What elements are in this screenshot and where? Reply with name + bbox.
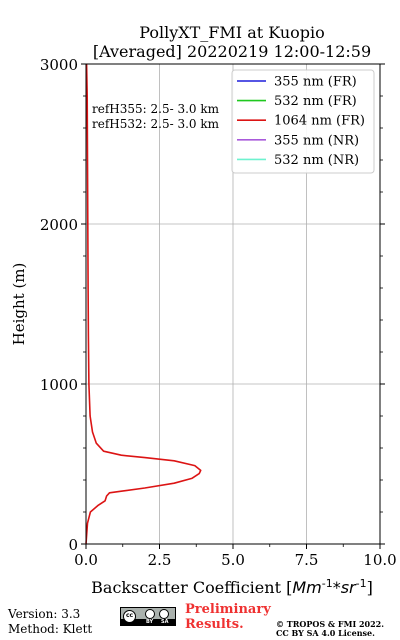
x-axis-label: Backscatter Coefficient [Mm-1*sr-1] xyxy=(91,577,373,598)
x-tick-label: 0.0 xyxy=(74,551,98,569)
cc-icon: cc xyxy=(123,610,136,623)
sa-icon xyxy=(159,609,169,619)
annotation-refh355: refH355: 2.5- 3.0 km xyxy=(92,102,220,116)
chart-title-line2: [Averaged] 20220219 12:00-12:59 xyxy=(93,42,371,61)
series-line-2 xyxy=(85,63,202,545)
legend-box xyxy=(231,69,375,174)
cc-license-badge: cc BY SA xyxy=(120,607,176,626)
copyright-line1: © TROPOS & FMI 2022. xyxy=(276,619,385,629)
legend-label: 532 nm (NR) xyxy=(274,153,359,168)
preliminary-line2: Results. xyxy=(185,617,244,632)
legend-label: 1064 nm (FR) xyxy=(274,114,365,129)
x-tick-label: 10.0 xyxy=(363,551,396,569)
method-text: Method: Klett xyxy=(8,622,93,636)
plot-frame xyxy=(85,63,381,545)
version-text: Version: 3.3 xyxy=(8,607,81,621)
by-icon xyxy=(145,609,155,619)
y-tick-label: 2000 xyxy=(40,216,78,234)
preliminary-line1: Preliminary xyxy=(185,602,271,617)
y-axis-label: Height (m) xyxy=(10,263,28,346)
preliminary-notice: Preliminary Results. xyxy=(185,602,271,632)
axis-ticks: 0.0 2.5 5.0 7.5 10.0 0 1000 2000 3000 xyxy=(40,56,397,569)
y-tick-label: 1000 xyxy=(40,376,78,394)
series-lines xyxy=(85,63,202,545)
footer-version-block: Version: 3.3 Method: Klett xyxy=(8,607,92,637)
y-tick-label: 0 xyxy=(68,536,78,554)
backscatter-chart: PollyXT_FMI at Kuopio [Averaged] 2022021… xyxy=(10,23,397,598)
chart-title-line1: PollyXT_FMI at Kuopio xyxy=(139,23,325,42)
legend-label: 355 nm (FR) xyxy=(274,75,357,90)
annotation-refh532: refH532: 2.5- 3.0 km xyxy=(92,117,220,131)
x-tick-label: 5.0 xyxy=(221,551,245,569)
x-tick-label: 2.5 xyxy=(148,551,172,569)
legend: 355 nm (FR) 532 nm (FR) 1064 nm (FR) 355 nm… xyxy=(231,69,375,174)
y-tick-label: 3000 xyxy=(40,56,78,74)
legend-label: 355 nm (NR) xyxy=(274,133,359,148)
copyright-notice: © TROPOS & FMI 2022. CC BY SA 4.0 Licens… xyxy=(276,620,384,638)
copyright-line2: CC BY SA 4.0 License. xyxy=(276,628,375,638)
legend-label: 532 nm (FR) xyxy=(274,94,357,109)
x-tick-label: 7.5 xyxy=(295,551,319,569)
